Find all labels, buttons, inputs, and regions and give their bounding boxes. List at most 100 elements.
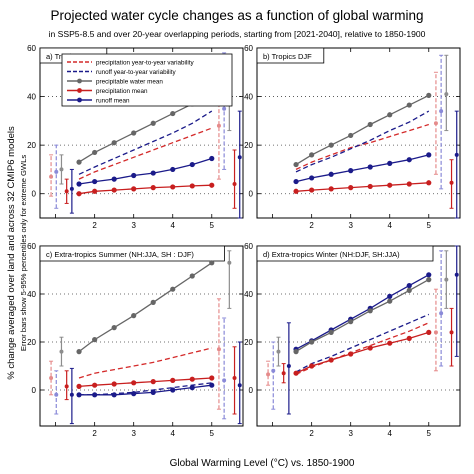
- error-bar-mean-point: [232, 182, 237, 186]
- series-line-pw_mean: [295, 94, 430, 166]
- legend-label-pr_var: precipitation year-to-year variability: [96, 59, 194, 66]
- y-tick-label: 40: [27, 290, 36, 299]
- series-point-pw_mean: [150, 120, 156, 126]
- series-point-pr_mean: [387, 182, 393, 188]
- error-bar-mean-point: [64, 384, 69, 389]
- y-axis-label: % change averaged over land and across 3…: [6, 126, 17, 380]
- series-point-pw_mean: [406, 102, 412, 108]
- series-point-ro_mean: [348, 168, 354, 174]
- series-line-pr_var: [295, 123, 429, 170]
- series-line-ro_var: [295, 313, 430, 373]
- series-point-pr_mean: [76, 383, 82, 389]
- series-point-ro_mean: [92, 178, 98, 185]
- x-tick-label: 3: [131, 429, 136, 438]
- series-line-pr_var: [78, 127, 213, 180]
- series-point-pw_mean: [328, 142, 334, 148]
- series-point-pw_mean: [76, 159, 82, 165]
- series-point-pw_mean: [92, 149, 98, 156]
- series-point-pw_mean: [348, 319, 354, 325]
- y-tick-label: 0: [249, 386, 254, 395]
- error-bar-mean-point: [59, 167, 64, 172]
- x-tick-label: 2: [92, 429, 97, 438]
- error-bar-mean-point: [222, 106, 227, 111]
- series-point-ro_mean: [426, 152, 432, 158]
- error-bar-mean-point: [59, 349, 64, 354]
- series-line-ro_mean: [295, 154, 429, 183]
- series-point-ro_mean: [170, 166, 176, 173]
- y-tick-label: 40: [244, 93, 253, 102]
- series-point-pw_mean: [387, 298, 393, 304]
- error-bar-mean-point: [286, 364, 291, 368]
- series-point-pr_mean: [131, 380, 137, 386]
- series-point-pw_mean: [387, 112, 393, 118]
- series-point-pr_mean: [328, 186, 334, 192]
- x-tick-label: 2: [92, 221, 97, 230]
- series-point-pr_mean: [111, 187, 117, 193]
- series-point-pr_mean: [309, 187, 315, 193]
- series-point-pr_mean: [150, 185, 156, 191]
- x-tick-label: 3: [348, 221, 353, 230]
- error-bar-mean-point: [232, 376, 237, 380]
- series-line-pr_mean: [295, 331, 429, 374]
- x-tick-label: 4: [388, 221, 393, 230]
- x-tick-label: 4: [171, 429, 176, 438]
- panel-frame: [39, 245, 244, 427]
- legend-marker-ro_mean: [77, 97, 82, 103]
- series-point-ro_mean: [387, 293, 393, 299]
- y-tick-label: 20: [244, 338, 253, 347]
- series-point-ro_mean: [328, 171, 334, 177]
- y-tick-label: 60: [244, 44, 253, 53]
- x-tick-label: 5: [427, 429, 432, 438]
- y-tick-label: 40: [27, 93, 36, 102]
- error-bar-mean-point: [449, 330, 454, 335]
- series-point-pw_mean: [309, 339, 315, 345]
- series-line-pr_var: [78, 347, 212, 379]
- x-tick-label: 4: [171, 221, 176, 230]
- error-bar-mean-point: [433, 330, 438, 335]
- series-point-pr_mean: [293, 370, 299, 376]
- panel-frame: [256, 47, 461, 219]
- y-tick-label: 40: [244, 290, 253, 299]
- series-point-ro_mean: [111, 392, 117, 398]
- series-point-pw_mean: [209, 260, 215, 266]
- error-bar-mean-point: [49, 376, 54, 380]
- y-axis-note: Error bars show 5-95% percentiles only f…: [19, 155, 28, 351]
- panel-2: 0 20 40 60 2 3 4 5 b) Tropics DJF: [244, 44, 461, 230]
- legend-label-ro_var: runoff year-to-year variability: [96, 69, 177, 76]
- series-point-pr_mean: [131, 186, 137, 192]
- series-point-ro_mean: [367, 164, 373, 170]
- panel-4: 0 20 40 60 2 3 4 5 d) Extra-tropics Winter (NH:D…: [244, 242, 461, 438]
- series-point-pw_mean: [131, 313, 137, 319]
- panel-label-box: [256, 47, 325, 64]
- series-line-pr_mean: [78, 377, 212, 388]
- error-bar-mean-point: [237, 155, 242, 160]
- error-bar-mean-point: [266, 372, 271, 377]
- series-point-pw_mean: [426, 92, 432, 98]
- series-point-pw_mean: [111, 140, 117, 146]
- legend-label-pr_mean: precipitation mean: [96, 88, 148, 95]
- series-point-pr_mean: [387, 340, 393, 346]
- series-point-pw_mean: [367, 308, 373, 314]
- x-tick-label: 2: [309, 221, 314, 230]
- panel-frame: [39, 47, 244, 219]
- series-point-pr_mean: [406, 181, 412, 187]
- error-bar-mean-point: [439, 109, 444, 114]
- series-point-pr_mean: [209, 375, 215, 381]
- series-line-ro_mean: [79, 384, 212, 396]
- error-bar-mean-point: [444, 277, 449, 282]
- series-line-ro_var: [78, 110, 213, 175]
- series-point-ro_mean: [309, 175, 315, 181]
- legend: precipitation year-to-year variability ru…: [61, 53, 233, 107]
- series-line-pr_mean: [78, 184, 212, 195]
- series-line-ro_mean: [78, 157, 212, 185]
- series-point-ro_mean: [293, 178, 299, 185]
- error-bar-mean-point: [54, 169, 59, 174]
- series-point-pr_mean: [170, 184, 176, 190]
- series-point-ro_mean: [92, 392, 98, 398]
- panel-label: c) Extra-tropics Summer (NH:JJA, SH : DJ…: [46, 250, 194, 259]
- series-point-pw_mean: [131, 130, 137, 136]
- error-bar-mean-point: [222, 378, 227, 383]
- x-tick-label: 2: [309, 429, 314, 438]
- series-point-pr_mean: [309, 363, 315, 369]
